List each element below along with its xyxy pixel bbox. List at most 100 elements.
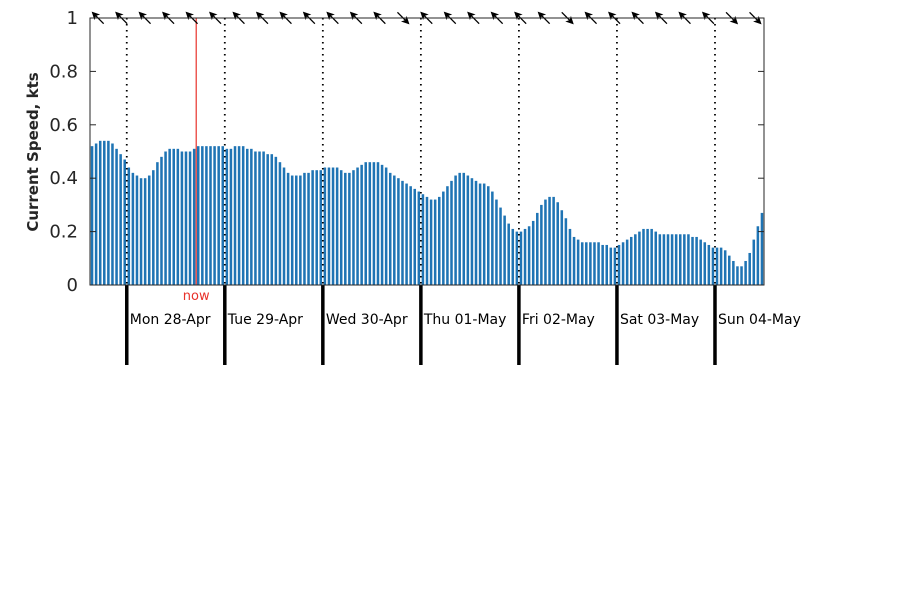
bar xyxy=(254,151,257,285)
bar xyxy=(617,244,621,285)
bar xyxy=(552,196,555,285)
bar xyxy=(123,159,126,285)
bar xyxy=(638,231,641,285)
bar xyxy=(307,172,310,285)
direction-arrow-shaft xyxy=(725,11,736,22)
bar xyxy=(450,180,453,285)
bar xyxy=(401,180,404,285)
direction-arrow-shaft xyxy=(211,14,222,25)
bar xyxy=(331,167,335,285)
bar xyxy=(736,266,739,285)
bar xyxy=(433,199,437,285)
direction-arrow-shaft xyxy=(164,14,175,25)
bar xyxy=(634,234,637,285)
bar xyxy=(417,191,421,285)
bar xyxy=(544,199,547,285)
y-tick-label: 0 xyxy=(67,275,78,296)
bar xyxy=(397,178,400,285)
y-axis-label: Current Speed, kts xyxy=(24,72,42,231)
bar xyxy=(339,170,343,285)
bar xyxy=(585,242,588,285)
bar xyxy=(258,151,261,285)
direction-arrow-shaft xyxy=(375,14,386,25)
bar xyxy=(752,239,756,285)
bar xyxy=(384,167,388,285)
day-label: Tue 29-Apr xyxy=(227,312,303,328)
bar xyxy=(303,172,306,285)
bar xyxy=(278,162,282,285)
bar xyxy=(425,196,429,285)
bar xyxy=(405,183,408,285)
bar xyxy=(262,151,265,285)
bar xyxy=(372,162,376,285)
direction-arrow-shaft xyxy=(493,14,504,25)
day-label: Wed 30-Apr xyxy=(326,312,408,328)
bar xyxy=(429,199,433,285)
bar xyxy=(180,151,184,285)
bar xyxy=(589,242,592,285)
bar xyxy=(674,234,678,285)
bar xyxy=(152,170,155,285)
bar xyxy=(437,196,441,285)
y-tick-label: 1 xyxy=(67,8,78,29)
bar xyxy=(229,148,233,285)
bar xyxy=(127,167,131,285)
bar xyxy=(687,234,690,285)
bar xyxy=(740,266,743,285)
bar xyxy=(703,242,707,285)
bar xyxy=(237,146,241,285)
bar xyxy=(580,242,584,285)
bars-layer xyxy=(90,140,764,285)
bar xyxy=(442,191,445,285)
day-guides-layer: Mon 28-Apr Tue 29-Apr Wed 30-Apr Thu 01-May… xyxy=(125,18,801,365)
bar xyxy=(360,164,363,285)
bar xyxy=(368,162,372,285)
bar xyxy=(609,247,613,285)
direction-arrow-shaft xyxy=(258,14,269,25)
bar xyxy=(393,175,396,285)
direction-arrow-shaft xyxy=(94,14,105,25)
bar xyxy=(466,175,470,285)
bar xyxy=(625,239,629,285)
y-tick-label: 0.4 xyxy=(49,168,78,189)
bar xyxy=(274,156,278,285)
bar xyxy=(164,151,167,285)
direction-arrow-shaft xyxy=(305,14,316,25)
bar xyxy=(515,231,519,285)
bar xyxy=(335,167,339,285)
day-label: Sat 03-May xyxy=(620,312,699,328)
bar xyxy=(723,250,727,285)
bar xyxy=(646,228,649,285)
bar xyxy=(311,170,314,285)
bar xyxy=(576,239,580,285)
bar xyxy=(201,146,204,285)
bar xyxy=(111,143,114,285)
bar xyxy=(760,212,764,285)
direction-arrow-shaft xyxy=(352,14,363,25)
direction-arrow-shaft xyxy=(328,14,339,25)
direction-arrow-shaft xyxy=(117,14,128,25)
bar xyxy=(462,172,466,285)
bar xyxy=(487,186,490,285)
bar xyxy=(662,234,666,285)
bar xyxy=(511,228,515,285)
direction-arrow-shaft xyxy=(422,14,433,25)
bar xyxy=(250,148,253,285)
direction-arrow-shaft xyxy=(516,14,527,25)
bar xyxy=(629,236,633,285)
bar xyxy=(192,148,196,285)
bar xyxy=(295,175,298,285)
bar xyxy=(135,175,139,285)
bar xyxy=(495,199,498,285)
bar xyxy=(564,218,568,285)
plot-frame xyxy=(89,17,765,286)
bar xyxy=(707,244,711,285)
bar xyxy=(103,140,106,285)
now-marker-layer: now xyxy=(183,18,210,304)
bar xyxy=(642,228,645,285)
bar xyxy=(654,231,658,285)
bar xyxy=(748,252,751,285)
now-label: now xyxy=(183,289,210,304)
bar xyxy=(650,228,653,285)
